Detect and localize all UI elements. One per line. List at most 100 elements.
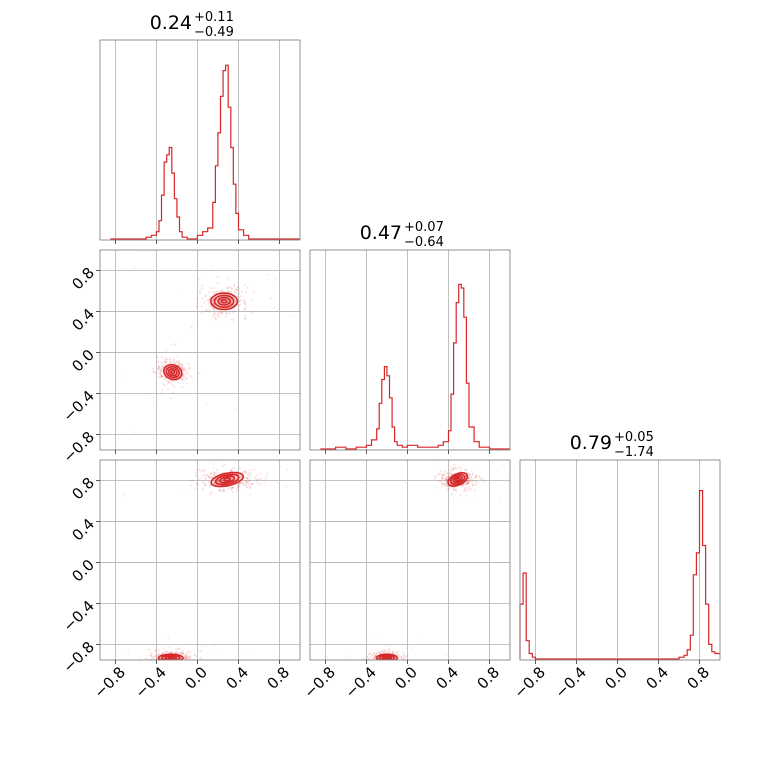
scatter-point [158, 370, 161, 373]
scatter-point [463, 489, 466, 492]
scatter-outlier [450, 467, 453, 470]
density-contour [381, 655, 393, 660]
scatter-point [243, 476, 246, 479]
scatter-point [177, 363, 180, 367]
x-tick-label: −0.4 [341, 663, 379, 701]
scatter-point [183, 654, 187, 657]
scatter-point [391, 651, 394, 654]
scatter-point [248, 485, 252, 488]
scatter-point [245, 472, 248, 475]
scatter-point [205, 474, 208, 477]
scatter-point [381, 650, 384, 653]
scatter-point [165, 360, 168, 363]
scatter-point [443, 470, 446, 473]
scatter-point [441, 484, 444, 488]
scatter-point [229, 469, 232, 472]
scatter-point [239, 294, 243, 298]
scatter-point [391, 651, 395, 654]
scatter-outlier [289, 315, 292, 317]
scatter-point [157, 376, 160, 379]
density-contour [170, 369, 176, 375]
scatter-point [210, 477, 213, 480]
histogram-title-median-3: 0.79 [570, 432, 612, 454]
scatter-point [372, 658, 375, 660]
scatter-point [467, 482, 470, 485]
scatter-point [214, 291, 217, 294]
scatter-point [185, 378, 188, 381]
scatter-outlier [196, 468, 198, 471]
scatter-point [226, 287, 229, 290]
scatter-outlier [436, 460, 439, 463]
scatter-point [397, 656, 400, 659]
histogram-title-median-1: 0.24 [150, 12, 192, 34]
y-tick-label: 0.8 [68, 474, 98, 504]
scatter-point [453, 466, 456, 469]
y-tick-label: −0.8 [60, 638, 98, 676]
scatter-point [230, 287, 233, 290]
scatter-point [385, 651, 388, 654]
scatter-panel-r2-c0 [96, 459, 301, 671]
scatter-point [158, 653, 161, 656]
scatter-point [230, 488, 233, 491]
density-contour [447, 472, 469, 487]
scatter-outlier [445, 654, 447, 657]
scatter-point [208, 299, 211, 302]
scatter-point [184, 372, 187, 375]
scatter-point [247, 483, 250, 486]
scatter-point [247, 479, 251, 482]
scatter-outlier [171, 669, 173, 671]
scatter-point [184, 656, 187, 659]
scatter-point [253, 476, 256, 479]
scatter-point [464, 487, 467, 490]
scatter-point [246, 286, 249, 289]
scatter-outlier [471, 499, 473, 502]
scatter-point [162, 375, 165, 378]
scatter-point [215, 308, 218, 311]
scatter-point [236, 484, 239, 487]
scatter-point [160, 356, 164, 359]
scatter-point [181, 378, 184, 381]
scatter-outlier [203, 302, 205, 304]
scatter-point [208, 475, 211, 479]
scatter-point [208, 308, 211, 312]
scatter-point [382, 662, 384, 664]
scatter-point [164, 358, 167, 361]
scatter-point [190, 375, 193, 379]
scatter-point [245, 477, 248, 480]
scatter-point [210, 305, 213, 308]
scatter-point [231, 490, 234, 494]
scatter-point [168, 380, 171, 383]
scatter-point [395, 661, 397, 663]
scatter-point [446, 488, 450, 491]
histogram-panel-1 [99, 39, 301, 244]
density-contour [220, 298, 228, 304]
scatter-outlier [167, 636, 170, 639]
scatter-outlier [366, 656, 369, 658]
scatter-point [219, 290, 222, 293]
panel-background [100, 40, 300, 240]
scatter-point [372, 661, 374, 663]
scatter-point [200, 469, 203, 473]
scatter-point [218, 488, 221, 492]
histogram-title-plus-2: +0.07 [404, 220, 444, 235]
density-contour [213, 294, 235, 308]
scatter-point [266, 473, 269, 476]
scatter-point [466, 482, 469, 485]
scatter-point [389, 664, 391, 666]
x-tick-label: 0.8 [683, 663, 713, 693]
scatter-point [218, 489, 221, 492]
scatter-point [174, 651, 177, 654]
scatter-point [449, 472, 452, 475]
scatter-point [443, 482, 446, 485]
scatter-point [375, 652, 378, 655]
scatter-point [167, 661, 169, 663]
scatter-outlier [153, 402, 156, 404]
scatter-point [393, 650, 396, 653]
scatter-point [244, 470, 247, 473]
scatter-point [480, 478, 483, 481]
scatter-point [483, 479, 486, 483]
scatter-outlier [143, 250, 145, 253]
scatter-point [247, 481, 250, 484]
scatter-point [241, 483, 245, 486]
scatter-point [438, 473, 441, 476]
